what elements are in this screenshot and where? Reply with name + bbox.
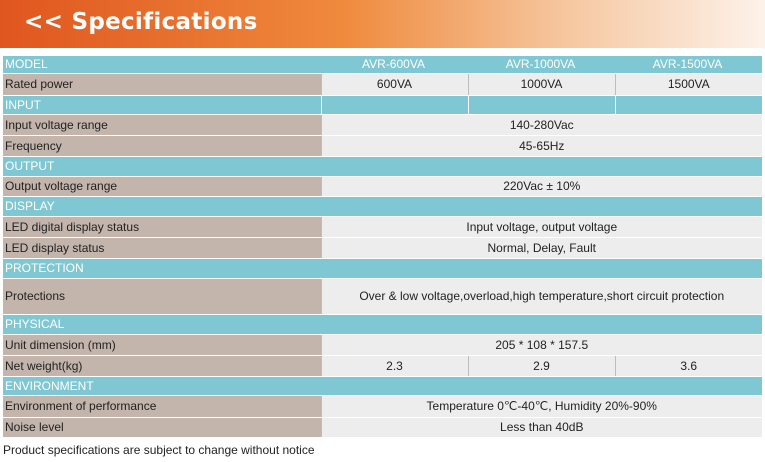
section-cell [467,95,615,115]
noise-level-row: Noise level Less than 40dB [3,417,762,438]
row-label: Frequency [3,135,321,157]
row-value: 1000VA [467,73,615,96]
row-label: Unit dimension (mm) [3,334,321,356]
section-header-display: DISPLAY [3,196,762,217]
section-title: INPUT [3,95,321,115]
row-value: 140-280Vac [320,114,762,136]
row-value: 45-65Hz [320,135,762,157]
led-digital-display-row: LED digital display status Input voltage… [3,216,762,238]
environment-performance-row: Environment of performance Temperature 0… [3,395,762,418]
section-title: ENVIRONMENT [3,376,762,396]
section-cell [614,95,762,115]
section-title: PHYSICAL [3,314,762,335]
model-name: AVR-1500VA [615,56,762,74]
frequency-row: Frequency 45-65Hz [3,135,762,157]
section-header-input: INPUT [3,95,762,115]
row-label: Input voltage range [3,114,321,136]
input-voltage-row: Input voltage range 140-280Vac [3,114,762,136]
row-value: 1500VA [614,73,762,96]
row-label: Output voltage range [3,176,321,197]
row-label: Rated power [3,73,321,96]
section-header-environment: ENVIRONMENT [3,376,762,396]
row-value: Input voltage, output voltage [320,216,762,238]
row-value: Temperature 0℃-40℃, Humidity 20%-90% [320,395,762,418]
section-title: OUTPUT [3,156,762,177]
section-title: DISPLAY [3,196,762,217]
model-name: AVR-1000VA [468,56,615,74]
rated-power-row: Rated power 600VA 1000VA 1500VA [3,73,762,96]
model-name: AVR-600VA [321,56,468,74]
row-value: 220Vac ± 10% [320,176,762,197]
section-header-output: OUTPUT [3,156,762,177]
section-cell [320,95,468,115]
specifications-header: << Specifications [0,0,765,48]
section-title: PROTECTION [3,258,762,279]
row-label: LED digital display status [3,216,321,238]
row-label: Noise level [3,417,321,438]
row-value: 600VA [320,73,468,96]
row-label: Net weight(kg) [3,355,321,377]
specifications-table: MODEL AVR-600VA AVR-1000VA AVR-1500VA Ra… [3,56,762,438]
section-header-protection: PROTECTION [3,258,762,279]
row-label: LED display status [3,237,321,259]
page-title: << Specifications [24,9,258,35]
unit-dimension-row: Unit dimension (mm) 205 * 108 * 157.5 [3,334,762,356]
protections-row: Protections Over & low voltage,overload,… [3,278,762,315]
led-display-status-row: LED display status Normal, Delay, Fault [3,237,762,259]
row-value: 3.6 [614,355,762,377]
row-value: Less than 40dB [320,417,762,438]
row-value: 2.3 [320,355,468,377]
output-voltage-row: Output voltage range 220Vac ± 10% [3,176,762,197]
row-value: Normal, Delay, Fault [320,237,762,259]
row-label: Environment of performance [3,395,321,418]
section-header-physical: PHYSICAL [3,314,762,335]
model-row: MODEL AVR-600VA AVR-1000VA AVR-1500VA [3,56,762,74]
footnote: Product specifications are subject to ch… [3,443,315,457]
row-value: 2.9 [467,355,615,377]
row-value: 205 * 108 * 157.5 [320,334,762,356]
model-label: MODEL [3,56,321,74]
net-weight-row: Net weight(kg) 2.3 2.9 3.6 [3,355,762,377]
row-label: Protections [3,278,321,315]
row-value: Over & low voltage,overload,high tempera… [320,278,762,315]
